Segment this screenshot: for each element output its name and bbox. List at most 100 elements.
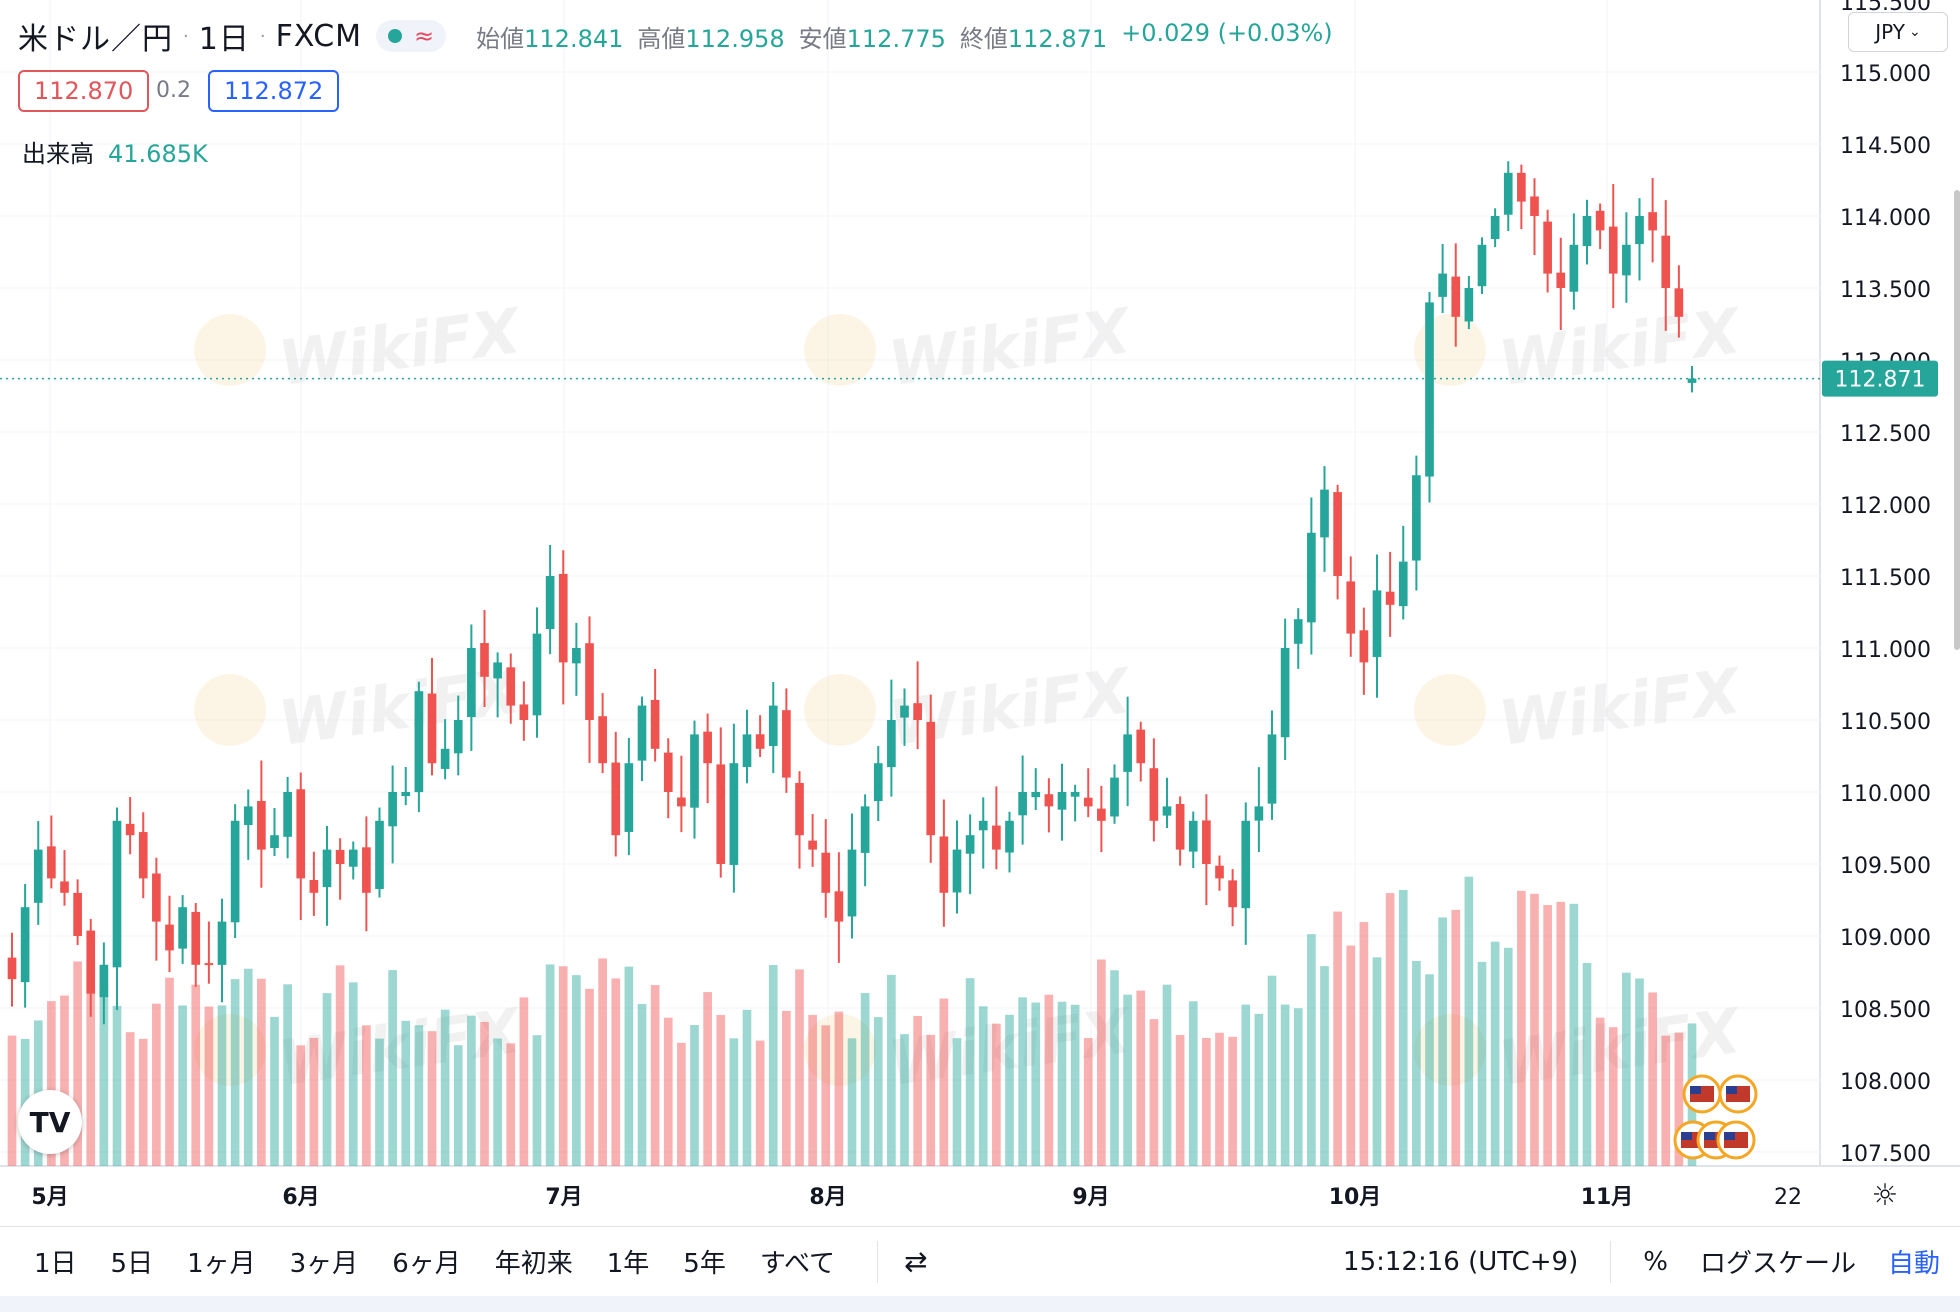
tradingview-logo[interactable]: TV [18, 1090, 82, 1154]
volume-bar [427, 1031, 437, 1166]
bid-price-box[interactable]: 112.870 [18, 70, 150, 112]
currency-dropdown[interactable]: JPY ⌄ [1848, 12, 1948, 52]
candle-body [585, 643, 594, 720]
volume-bar [1464, 876, 1474, 1166]
volume-bar [1477, 961, 1487, 1166]
volume-bar [296, 1045, 306, 1166]
volume-bar [952, 1038, 962, 1166]
timeframe-button[interactable]: 3ヶ月 [289, 1249, 359, 1279]
interval-label[interactable]: 1日 [198, 22, 250, 57]
candle-body [926, 721, 936, 836]
candle-body [1451, 276, 1461, 317]
candle-body [637, 705, 647, 761]
bottom-toolbar: 1日 5日 1ヶ月 3ヶ月 6ヶ月 年初来 1年 5年 すべて ⇄ 15:12:16 (UTC+… [0, 1226, 1960, 1296]
candle-body [1005, 820, 1014, 853]
candle-body [572, 648, 581, 664]
candle-body [624, 763, 634, 832]
candle-body [1293, 619, 1303, 644]
volume-bar [1398, 889, 1408, 1166]
volume-bar [1149, 1019, 1159, 1166]
settings-gear-icon[interactable]: ☼ [1872, 1178, 1899, 1213]
volume-bar [860, 993, 870, 1166]
candle-body [86, 930, 96, 994]
market-status-pill[interactable]: ≈ [376, 20, 447, 52]
time-tick-label: 7月 [545, 1185, 582, 1210]
volume-bar [1097, 959, 1106, 1166]
symbol-header: 米ドル／円 · 1日 · FXCM ≈ 始値112.841 高値112.958 … [18, 14, 1333, 58]
flag-canton [1681, 1132, 1692, 1140]
candle-body [335, 849, 345, 864]
volume-bar [322, 993, 332, 1166]
volume-bar [1018, 997, 1027, 1166]
volume-bar [1293, 1008, 1303, 1166]
volume-value: 41.685K [108, 140, 208, 168]
timeframe-button[interactable]: 1日 [34, 1249, 77, 1279]
watermark-text: WikiFX [884, 294, 1137, 400]
candle-body [1582, 216, 1592, 247]
timeframe-button[interactable]: 1ヶ月 [187, 1249, 256, 1279]
candle-body [493, 662, 502, 679]
auto-scale-toggle[interactable]: 自動 [1887, 1249, 1940, 1279]
volume-bar [335, 965, 345, 1166]
watermark-icon [1414, 314, 1486, 386]
exchange-label[interactable]: FXCM [275, 18, 363, 54]
volume-bar [598, 958, 607, 1166]
log-scale-toggle[interactable]: ログスケール [1699, 1249, 1856, 1279]
volume-bar [821, 1025, 831, 1166]
timeframe-button[interactable]: すべて [759, 1249, 835, 1279]
candle-body [1556, 272, 1566, 288]
volume-bar [1110, 970, 1119, 1166]
candle-body [558, 573, 568, 663]
close-label: 終値 [959, 24, 1008, 53]
candle-body [1635, 216, 1644, 245]
volume-bar [1123, 994, 1132, 1166]
candle-body [1162, 806, 1172, 816]
volume-bar [611, 978, 621, 1166]
candle-body [1031, 792, 1041, 798]
candle-body [20, 907, 30, 983]
volume-bar [453, 1045, 463, 1166]
candle-body [860, 806, 870, 853]
candle-body [401, 792, 411, 797]
clock-display[interactable]: 15:12:16 (UTC+9) [1343, 1246, 1579, 1277]
flag-canton [1724, 1132, 1735, 1140]
flag-canton [1690, 1086, 1701, 1094]
volume-bar [1005, 1014, 1014, 1166]
change-value: +0.029 (+0.03%) [1121, 18, 1333, 47]
ask-price-box[interactable]: 112.872 [208, 70, 340, 112]
volume-bar [230, 979, 240, 1166]
candle-body [1267, 734, 1277, 804]
time-tick-label: 6月 [282, 1185, 319, 1210]
scrollbar[interactable] [1954, 190, 1960, 650]
candle-body [1517, 172, 1526, 202]
percent-scale-toggle[interactable]: % [1643, 1246, 1668, 1277]
timeframe-button[interactable]: 1年 [606, 1249, 650, 1279]
candle-body [1018, 792, 1027, 816]
volume-bar [1333, 911, 1342, 1166]
timeframe-button[interactable]: 5年 [683, 1249, 726, 1279]
volume-bar [545, 964, 555, 1166]
timeframe-button[interactable]: 6ヶ月 [392, 1249, 461, 1279]
candle-body [821, 852, 831, 893]
timeframe-button[interactable]: 5日 [110, 1249, 154, 1279]
candle-body [1228, 880, 1237, 908]
candle-body [847, 849, 857, 917]
volume-bar [414, 1025, 424, 1166]
price-tick-label: 110.000 [1840, 782, 1931, 807]
symbol-name[interactable]: 米ドル／円 [18, 22, 173, 57]
price-tick-label: 114.500 [1840, 134, 1931, 159]
open-label: 始値 [476, 24, 525, 53]
date-range-icon[interactable]: ⇄ [903, 1245, 928, 1278]
watermark-icon [194, 1014, 266, 1086]
candle-body [348, 849, 358, 867]
candle-body [257, 801, 266, 850]
volume-bar [1070, 1004, 1080, 1166]
timeframe-button[interactable]: 年初来 [494, 1249, 573, 1279]
price-tick-label: 109.000 [1840, 926, 1931, 951]
volume-bar [519, 997, 529, 1166]
volume-bar [729, 1038, 739, 1166]
candle-body [375, 820, 384, 889]
price-tick-label: 110.500 [1840, 710, 1931, 735]
